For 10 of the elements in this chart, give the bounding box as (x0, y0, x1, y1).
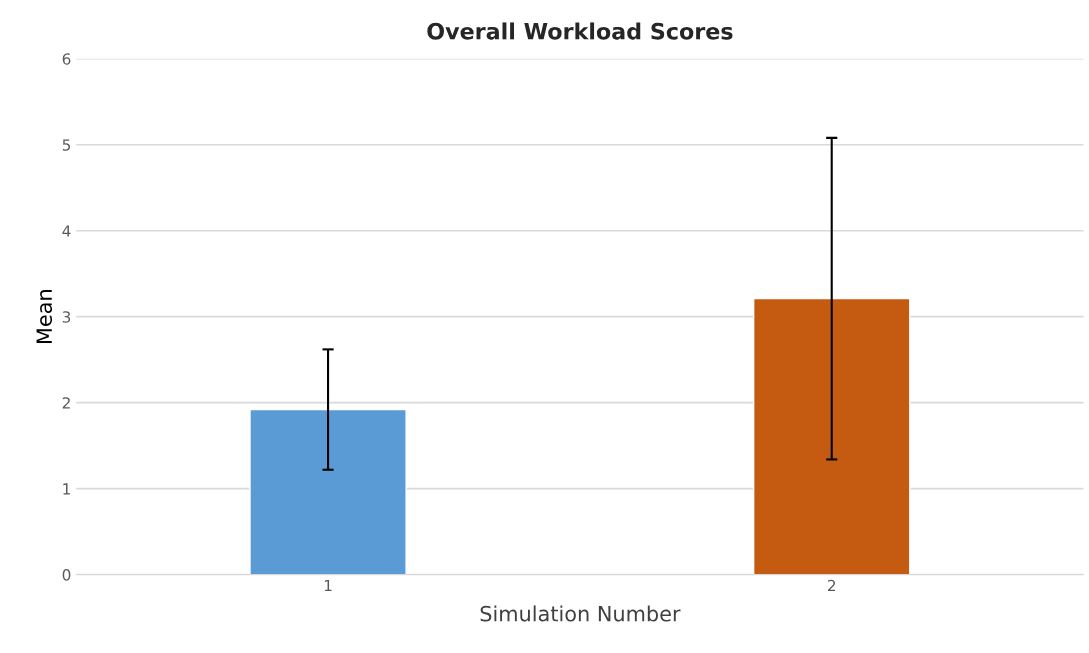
y-tick-label: 6 (62, 53, 71, 65)
y-tick-label: 1 (63, 483, 70, 495)
y-tick-label: 3 (62, 311, 71, 323)
y-axis-title: Mean (36, 290, 53, 344)
y-tick-label: 5 (62, 139, 71, 151)
y-tick-label: 0 (62, 569, 71, 581)
x-axis-title: Simulation Number (480, 605, 681, 622)
chart-title: Overall Workload Scores (427, 22, 733, 40)
y-tick-label: 2 (62, 397, 70, 409)
y-tick-label: 4 (62, 225, 71, 237)
